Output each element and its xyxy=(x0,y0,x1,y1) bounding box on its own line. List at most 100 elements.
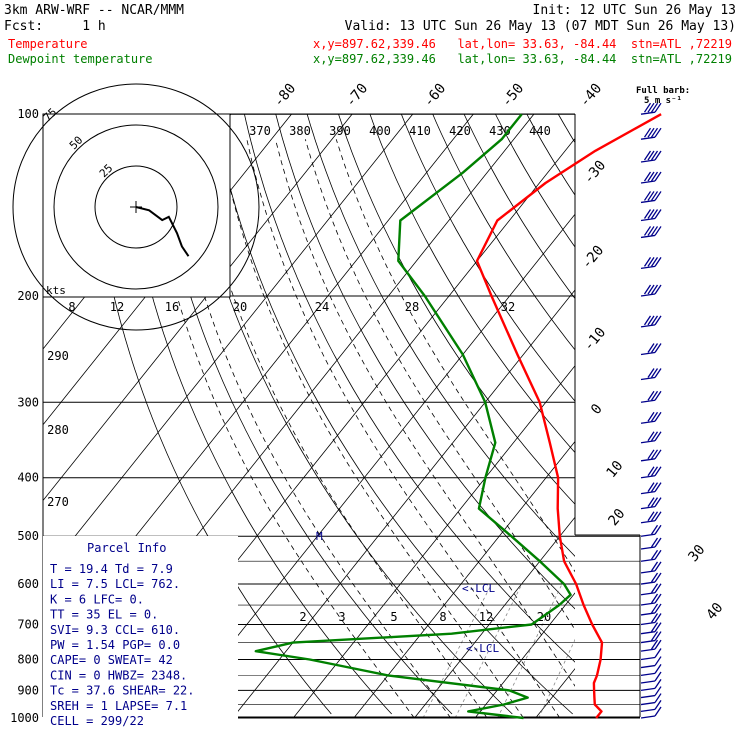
wind-barb xyxy=(640,390,662,403)
wind-barb-flag xyxy=(650,209,659,219)
pressure-label-400: 400 xyxy=(17,471,39,485)
parcel-info-row: Tc = 37.6 SHEAR= 22. xyxy=(50,684,195,698)
wind-barb-flag xyxy=(654,449,662,460)
wind-barb-shaft xyxy=(640,505,656,510)
wind-barb-flag xyxy=(650,482,659,492)
parcel-info-row: LI = 7.5 LCL= 762. xyxy=(50,577,180,591)
wind-barb-flag xyxy=(650,639,659,650)
wind-barb-flag xyxy=(643,284,652,295)
mixing-ratio-label-lower: 12 xyxy=(479,610,493,624)
mixing-ratio-label: 28 xyxy=(405,300,419,314)
wind-barb xyxy=(640,226,662,239)
wind-barb-flag xyxy=(654,390,662,401)
wind-barb-flag xyxy=(654,671,662,682)
wind-barb-shaft xyxy=(640,631,656,635)
wind-barb-flag xyxy=(654,284,662,295)
wind-barb-flag xyxy=(643,102,652,113)
wind-barb xyxy=(640,700,662,713)
wind-barb-shaft xyxy=(640,648,656,652)
wind-barb-flag xyxy=(654,226,662,236)
dry-adiabat xyxy=(212,114,573,715)
wind-barb-shaft xyxy=(640,680,656,684)
wind-barb xyxy=(640,572,662,585)
theta-label-left: 270 xyxy=(47,495,69,509)
mixing-ratio-label-lower: 5 xyxy=(390,610,397,624)
wind-barb-shaft xyxy=(640,351,656,356)
wind-barb-shaft xyxy=(640,621,656,626)
wind-barb-flag xyxy=(650,390,659,401)
wind-barb-shaft xyxy=(640,458,656,462)
dewpoint-profile xyxy=(254,113,572,720)
dry-adiabat xyxy=(715,114,740,714)
mixing-ratio-label: 32 xyxy=(501,300,515,314)
parcel-info-row: SVI= 9.3 CCL= 610. xyxy=(50,623,180,637)
wind-barb-flag xyxy=(647,171,655,182)
marker-m-label: M xyxy=(316,530,323,543)
wind-barb-flag xyxy=(654,315,662,326)
wind-barb-flag xyxy=(654,656,662,666)
theta-label: 380 xyxy=(289,124,311,138)
wind-barb-shaft xyxy=(640,687,656,692)
wind-barb-flag xyxy=(650,368,659,378)
wind-barb-flag xyxy=(650,593,659,604)
wind-barb-shaft xyxy=(640,234,656,239)
wind-barb-flag xyxy=(650,256,659,267)
wind-barb-shaft xyxy=(640,490,656,495)
wind-barb xyxy=(640,343,662,356)
theta-label: 440 xyxy=(529,124,551,138)
wind-barb-flag xyxy=(650,561,659,572)
isotherm-label: -80 xyxy=(271,81,300,111)
lcl-parcel-label: <-LCL xyxy=(466,642,499,655)
pressure-label-300: 300 xyxy=(17,395,39,409)
wind-barb-shaft xyxy=(640,602,656,606)
isotherm xyxy=(354,440,575,717)
parcel-info-title: Parcel Info xyxy=(87,541,166,555)
wind-barb-flag xyxy=(647,209,655,219)
wind-barb xyxy=(640,127,662,140)
mixing-ratio-line xyxy=(576,584,636,718)
wind-barb xyxy=(640,368,662,381)
wind-barb-flag xyxy=(654,466,662,477)
wind-barb-flag xyxy=(650,622,659,633)
wind-barb-flag xyxy=(650,226,659,236)
wind-barb-flag xyxy=(654,524,662,535)
wind-barb xyxy=(640,583,662,596)
wind-barb xyxy=(640,639,662,652)
wind-barb-shaft xyxy=(640,420,656,424)
wind-barb-shaft xyxy=(640,656,656,661)
wind-barb-flag xyxy=(654,482,662,492)
mixing-ratio-label: 16 xyxy=(165,300,179,314)
wind-barb xyxy=(640,679,662,692)
wind-barb-shaft xyxy=(640,399,656,403)
mixing-ratio-line xyxy=(423,583,492,717)
wind-barb-flag xyxy=(654,368,662,378)
parcel-info-row: SREH = 1 LAPSE= 7.1 xyxy=(50,699,187,713)
wind-barb-flag xyxy=(647,431,655,442)
background-lines xyxy=(43,114,740,718)
lcl-label: <-LCL xyxy=(462,582,495,595)
wind-barb-flag xyxy=(647,315,655,326)
temperature-profile xyxy=(475,113,662,719)
wind-barb-flag xyxy=(650,549,659,560)
wind-barb-flag xyxy=(650,411,659,422)
wind-barb-flag xyxy=(650,631,659,641)
isotherm xyxy=(43,114,353,502)
wind-barb xyxy=(640,284,662,297)
wind-barb-shaft xyxy=(640,715,656,719)
isotherm-label: 30 xyxy=(685,542,708,565)
wind-barb-flag xyxy=(643,127,652,138)
wind-barb-flag xyxy=(647,256,655,267)
moist-adiabat xyxy=(145,139,415,717)
wind-barb-shaft xyxy=(640,136,656,140)
wind-barb-flag xyxy=(654,256,662,267)
parcel-info-box xyxy=(43,536,238,729)
mixing-ratio-line xyxy=(625,584,682,718)
wind-barb-flag xyxy=(647,343,655,353)
parcel-info-row: CIN = 0 HWBZ= 2348. xyxy=(50,668,187,682)
theta-label: 370 xyxy=(249,124,271,138)
wind-barb-flag xyxy=(654,639,662,650)
wind-barb-flag xyxy=(643,209,652,219)
wind-barb xyxy=(640,150,662,163)
wind-barb xyxy=(640,449,662,462)
isotherm-label: 20 xyxy=(605,506,628,529)
